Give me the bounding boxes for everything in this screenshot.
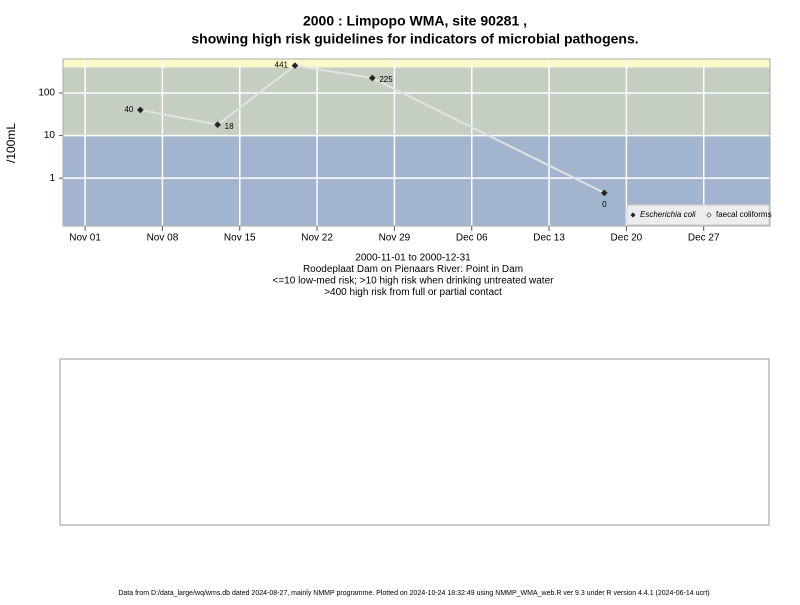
legend-label: faecal coliforms xyxy=(716,210,772,219)
x-tick-label: Nov 08 xyxy=(147,233,179,244)
chart-subtitle: showing high risk guidelines for indicat… xyxy=(191,31,638,47)
legend-symbol xyxy=(706,212,712,218)
risk-band xyxy=(63,67,770,136)
data-label: 225 xyxy=(379,75,393,84)
y-tick-label: 100 xyxy=(38,88,55,99)
data-point xyxy=(368,74,376,82)
caption: >400 high risk from full or partial cont… xyxy=(324,287,502,298)
data-label: 40 xyxy=(124,105,133,114)
chart-title: 2000 : Limpopo WMA, site 90281 , xyxy=(303,13,527,29)
x-tick-label: Dec 27 xyxy=(688,233,720,244)
x-tick-label: Dec 06 xyxy=(456,233,488,244)
legend-symbol xyxy=(630,212,636,218)
y-tick-label: 1 xyxy=(49,173,55,184)
data-point xyxy=(136,106,144,114)
data-point xyxy=(214,121,222,129)
y-axis-label: /100mL xyxy=(4,123,18,163)
plot-frame xyxy=(62,58,771,227)
data-point xyxy=(600,189,608,197)
data-label: 441 xyxy=(275,61,289,70)
data-point xyxy=(291,62,299,70)
legend-label: Escherichia coli xyxy=(640,210,696,219)
caption: <=10 low-med risk; >10 high risk when dr… xyxy=(273,276,555,287)
x-tick-label: Nov 15 xyxy=(224,233,256,244)
x-tick-label: Nov 22 xyxy=(301,233,333,244)
x-tick-label: Nov 29 xyxy=(379,233,411,244)
caption: 2000-11-01 to 2000-12-31 xyxy=(355,253,471,264)
empty-panel xyxy=(59,358,770,526)
x-tick-label: Nov 01 xyxy=(69,233,101,244)
data-label: 0 xyxy=(602,200,607,209)
footer: Data from D:/data_large/wq/wms.db dated … xyxy=(118,590,709,597)
risk-band xyxy=(63,59,770,68)
data-label: 18 xyxy=(225,122,234,131)
x-tick-label: Dec 20 xyxy=(611,233,643,244)
legend-box xyxy=(626,204,770,226)
x-tick-label: Dec 13 xyxy=(533,233,565,244)
caption: Roodeplaat Dam on Pienaars River: Point … xyxy=(303,264,523,275)
y-tick-label: 10 xyxy=(44,130,56,141)
